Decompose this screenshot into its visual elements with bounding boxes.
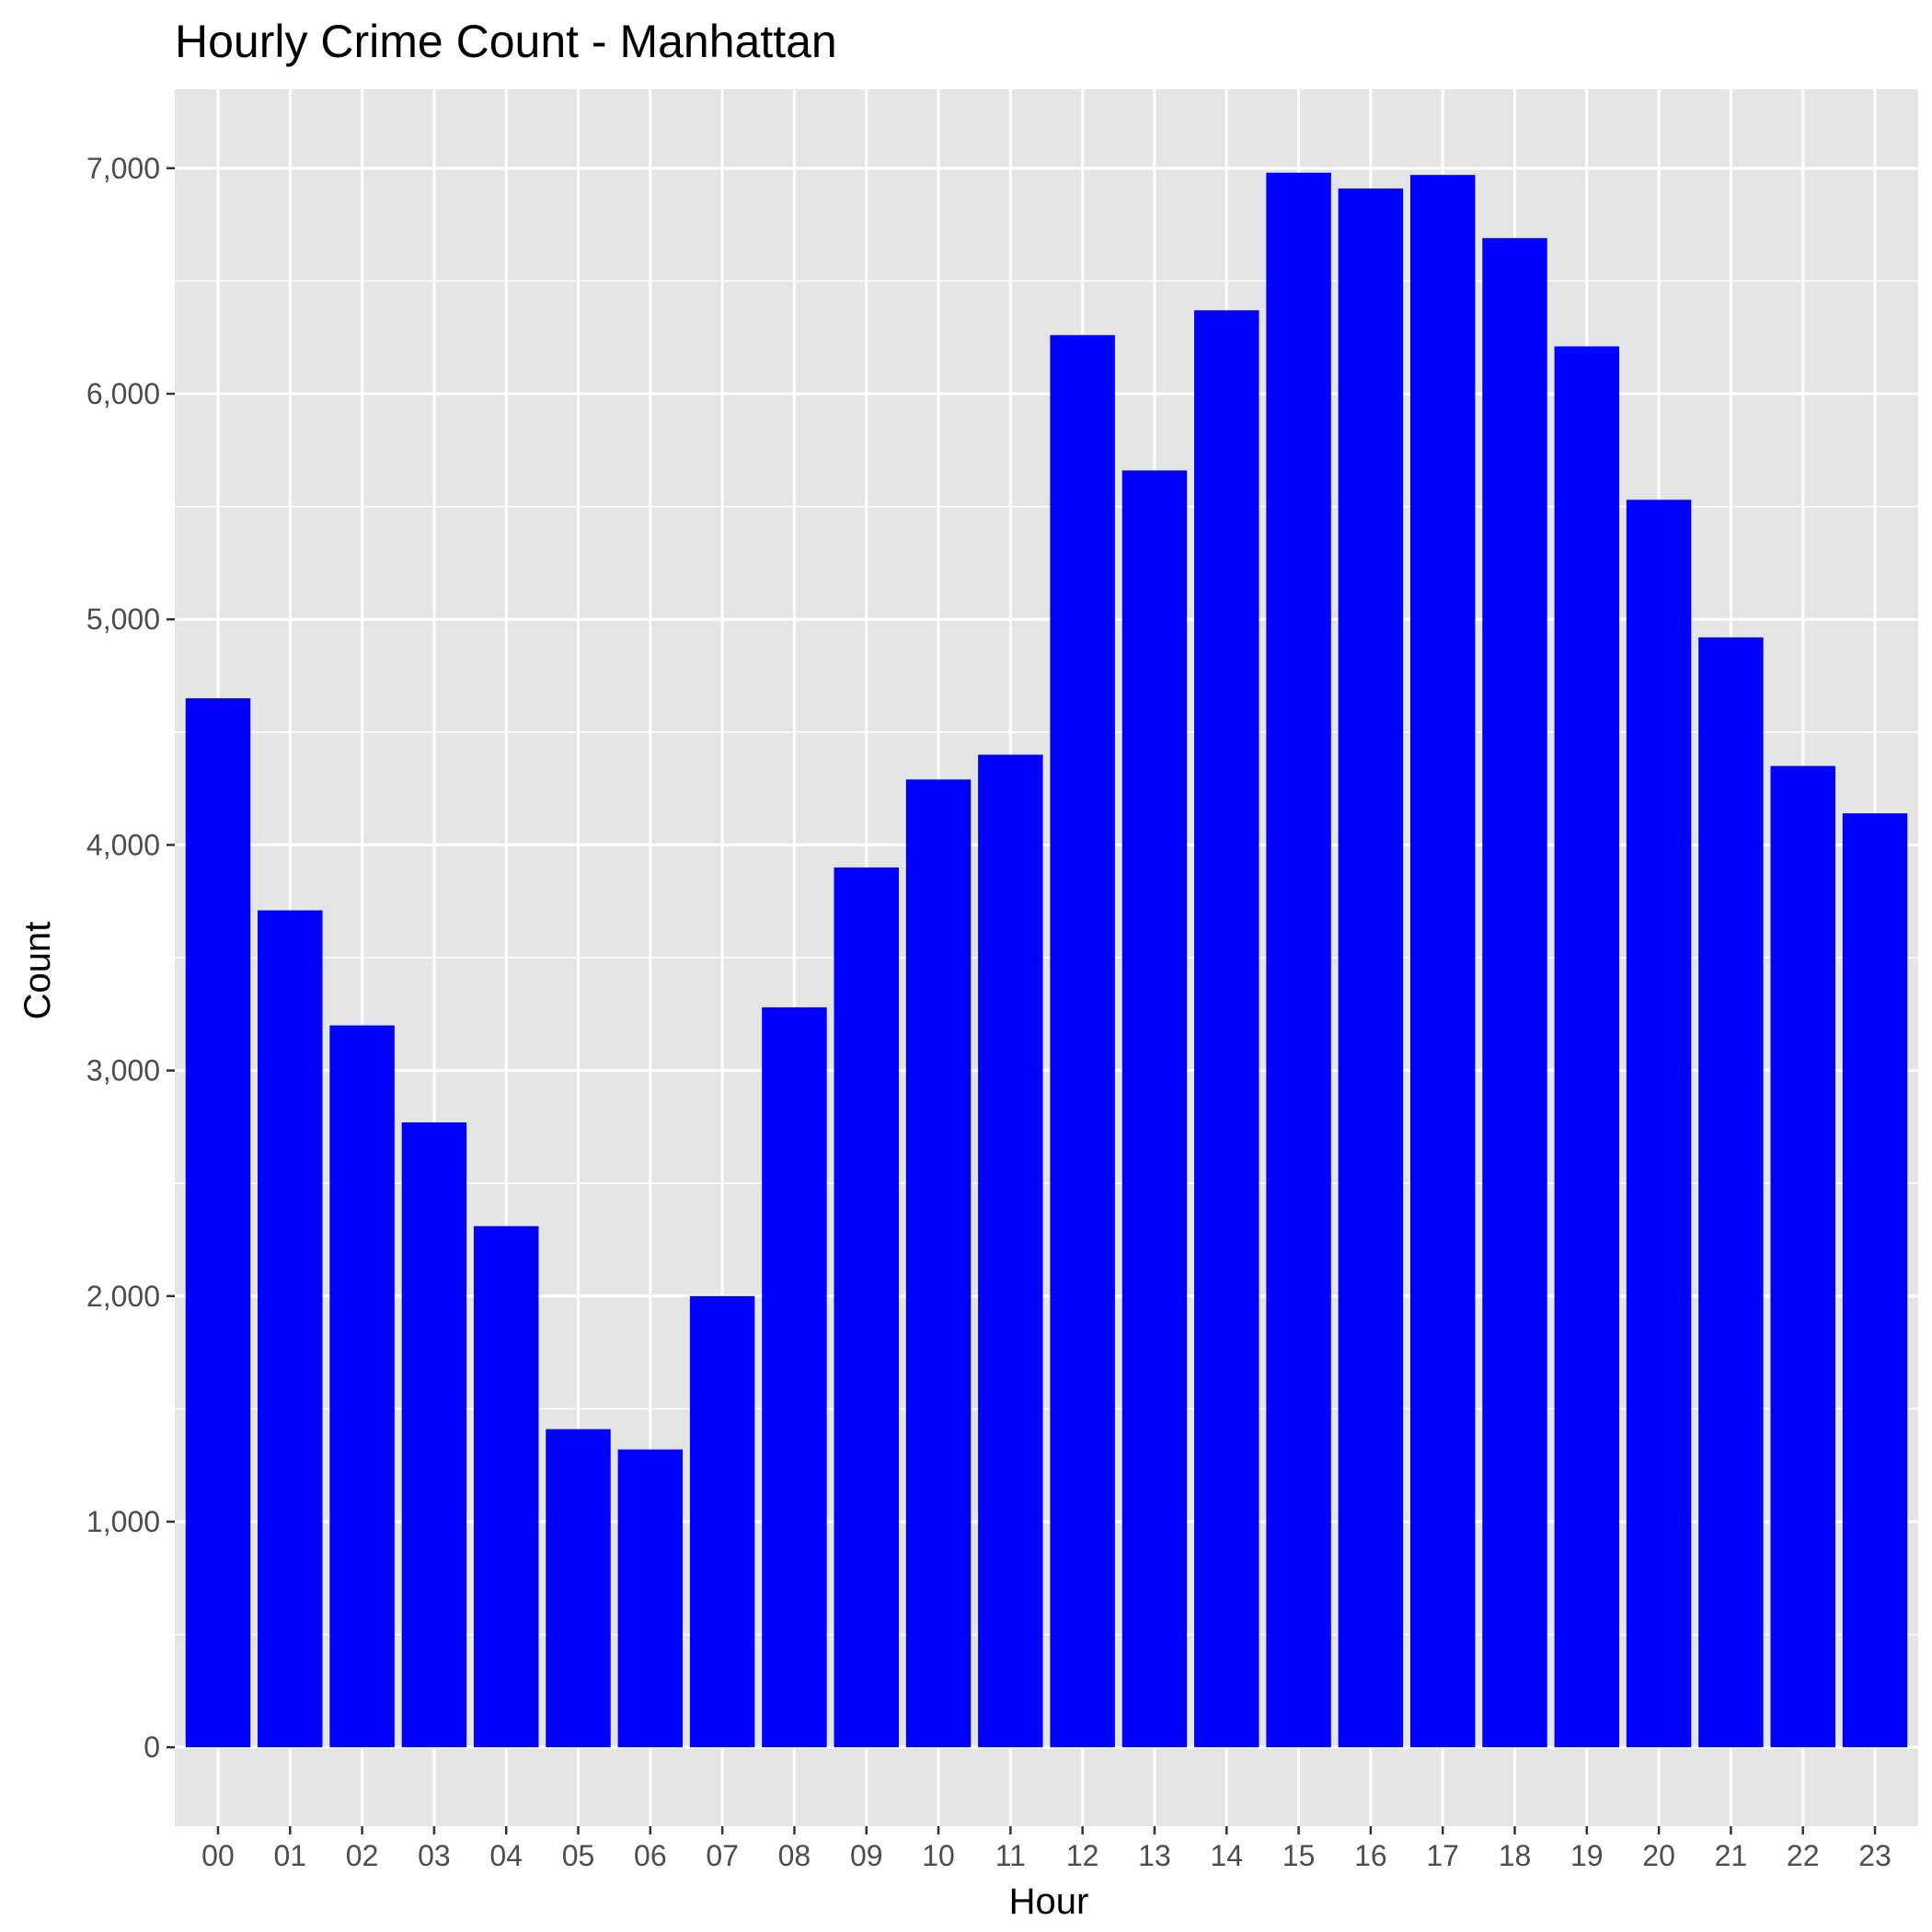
x-tick-label: 07 bbox=[706, 1839, 739, 1872]
x-tick-label: 14 bbox=[1210, 1839, 1243, 1872]
x-tick-label: 12 bbox=[1066, 1839, 1099, 1872]
y-tick-label: 1,000 bbox=[86, 1505, 160, 1538]
bar-hour-21 bbox=[1698, 637, 1764, 1748]
bar-hour-23 bbox=[1842, 813, 1908, 1748]
bar-hour-11 bbox=[978, 754, 1043, 1748]
y-tick-label: 7,000 bbox=[86, 152, 160, 185]
x-tick-label: 16 bbox=[1354, 1839, 1387, 1872]
bar-hour-06 bbox=[617, 1449, 684, 1748]
bar-hour-22 bbox=[1770, 765, 1835, 1748]
x-tick-label: 03 bbox=[418, 1839, 451, 1872]
y-tick-label: 3,000 bbox=[86, 1054, 160, 1087]
x-tick-label: 02 bbox=[346, 1839, 379, 1872]
chart-title: Hourly Crime Count - Manhattan bbox=[175, 16, 837, 67]
bar-hour-20 bbox=[1626, 500, 1692, 1748]
x-axis: 00 01 02 03 04 05 06 07 08 09 10 11 12 13 14 15 16 17 18 19… bbox=[201, 1826, 1892, 1872]
bar-hour-03 bbox=[401, 1121, 467, 1748]
x-tick-label: 20 bbox=[1642, 1839, 1675, 1872]
x-tick-label: 04 bbox=[489, 1839, 523, 1872]
x-tick-label: 13 bbox=[1138, 1839, 1171, 1872]
bar-hour-16 bbox=[1338, 188, 1404, 1748]
x-tick-label: 01 bbox=[273, 1839, 306, 1872]
x-tick-label: 00 bbox=[201, 1839, 235, 1872]
bar-hour-18 bbox=[1482, 237, 1547, 1748]
x-tick-label: 11 bbox=[995, 1839, 1026, 1872]
x-tick-label: 09 bbox=[850, 1839, 883, 1872]
bar-hour-19 bbox=[1554, 346, 1620, 1748]
bar-hour-12 bbox=[1050, 335, 1115, 1748]
bars bbox=[185, 172, 1908, 1748]
x-tick-label: 18 bbox=[1499, 1839, 1532, 1872]
x-tick-label: 08 bbox=[778, 1839, 811, 1872]
x-tick-label: 17 bbox=[1426, 1839, 1459, 1872]
x-tick-label: 21 bbox=[1715, 1839, 1748, 1872]
bar-hour-05 bbox=[546, 1429, 611, 1748]
x-tick-label: 22 bbox=[1787, 1839, 1820, 1872]
bar-hour-02 bbox=[329, 1025, 395, 1748]
x-tick-label: 19 bbox=[1570, 1839, 1604, 1872]
bar-hour-04 bbox=[473, 1225, 539, 1748]
x-tick-label: 15 bbox=[1282, 1839, 1316, 1872]
y-tick-label: 5,000 bbox=[86, 603, 160, 636]
x-axis-title: Hour bbox=[1009, 1881, 1089, 1922]
x-tick-label: 06 bbox=[634, 1839, 667, 1872]
y-tick-label: 0 bbox=[144, 1731, 160, 1764]
bar-hour-00 bbox=[185, 698, 251, 1748]
bar-hour-14 bbox=[1194, 310, 1259, 1748]
x-tick-label: 10 bbox=[922, 1839, 955, 1872]
bar-hour-17 bbox=[1409, 175, 1476, 1748]
bar-hour-08 bbox=[762, 1006, 827, 1748]
bar-hour-10 bbox=[905, 779, 972, 1748]
y-axis: 0 1,000 2,000 3,000 4,000 5,000 6,000 7,000 bbox=[86, 152, 175, 1764]
y-tick-label: 6,000 bbox=[86, 377, 160, 410]
y-axis-title: Count bbox=[17, 922, 58, 1020]
bar-hour-09 bbox=[834, 867, 899, 1748]
bar-hour-15 bbox=[1266, 172, 1331, 1748]
bar-hour-13 bbox=[1121, 470, 1188, 1748]
bar-hour-01 bbox=[258, 910, 323, 1748]
y-tick-label: 2,000 bbox=[86, 1280, 160, 1313]
x-tick-label: 05 bbox=[562, 1839, 595, 1872]
y-tick-label: 4,000 bbox=[86, 828, 160, 861]
bar-hour-07 bbox=[689, 1295, 755, 1748]
x-tick-label: 23 bbox=[1858, 1839, 1892, 1872]
